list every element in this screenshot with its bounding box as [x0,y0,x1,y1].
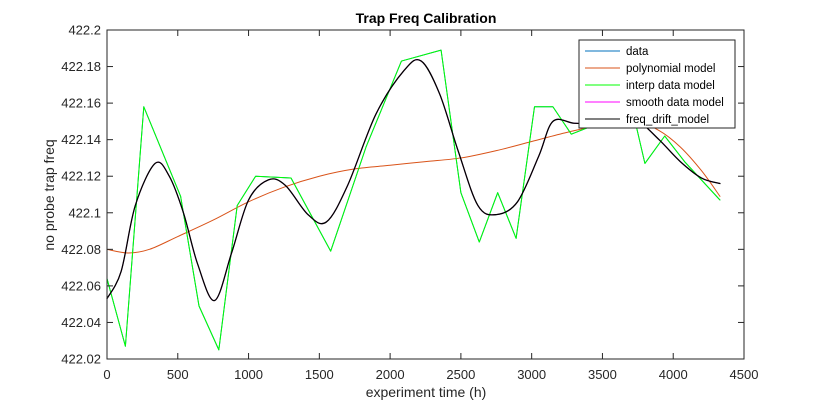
plot-border [106,29,745,360]
x-tick-label: 2500 [446,367,475,382]
legend: data polynomial model interp data model smo… [578,39,736,129]
x-tick-label: 0 [103,367,110,382]
y-tick-label: 422.02 [61,352,101,367]
x-tick-label: 2000 [376,367,405,382]
x-tick-label: 4000 [659,367,688,382]
y-tick-label: 422.14 [61,132,101,147]
y-tick-label: 422.04 [61,315,101,330]
legend-label-polynomial-model: polynomial model [626,63,716,75]
chart-title: Trap Freq Calibration [356,10,497,26]
x-tick-label: 4500 [730,367,759,382]
legend-box [578,39,736,129]
y-tick-label: 422.16 [61,96,101,111]
legend-label-interp-data-model: interp data model [626,80,715,92]
legend-label-smooth-data-model: smooth data model [626,97,724,109]
y-tick-label: 422.06 [61,278,101,293]
tick-layer: 0 500 1000 1500 2000 2500 3000 3500 4000 4500 422.… [61,23,758,383]
x-tick-label: 3000 [517,367,546,382]
y-tick-label: 422.2 [68,23,101,38]
y-tick-label: 422.18 [61,59,101,74]
x-tick-label: 3500 [588,367,617,382]
x-tick-label: 1000 [234,367,263,382]
legend-label-freq-drift-model: freq_drift_model [626,114,709,126]
x-axis-label: experiment time (h) [366,384,487,400]
x-tick-label: 1500 [305,367,334,382]
legend-items: data polynomial model interp data model smo… [585,46,724,126]
x-tick-label: 500 [167,367,189,382]
legend-label-data: data [626,46,649,58]
y-axis-label: no probe trap freq [41,139,57,250]
y-tick-label: 422.12 [61,169,101,184]
y-tick-label: 422.1 [68,205,101,220]
y-tick-label: 422.08 [61,242,101,257]
